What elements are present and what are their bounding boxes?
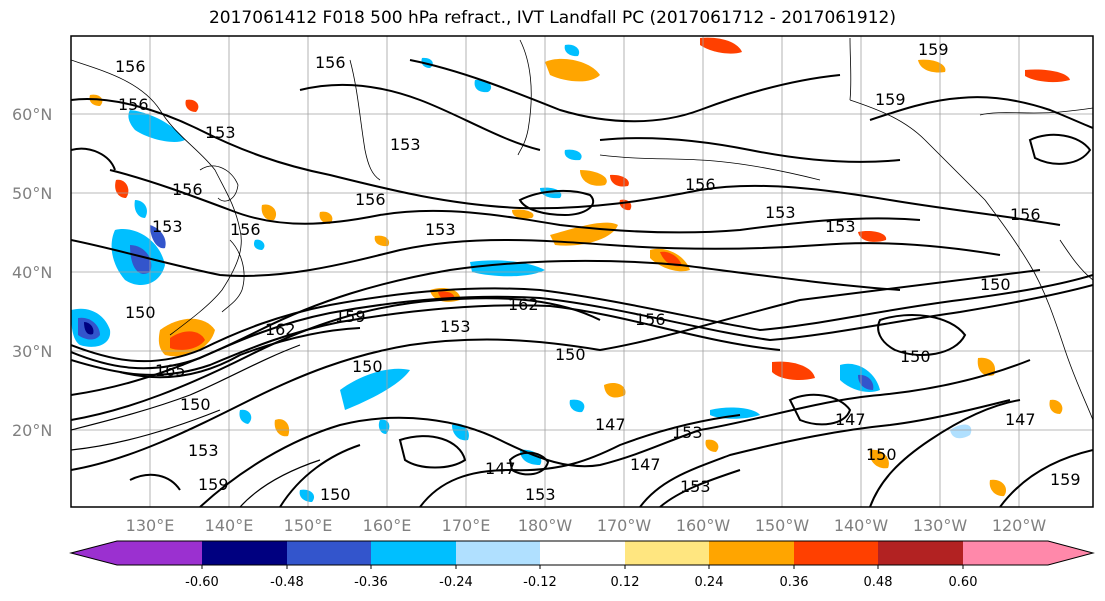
contour-label: 150	[555, 345, 586, 364]
contour-label: 150	[320, 485, 351, 504]
contour-label: 156	[1010, 205, 1041, 224]
contour-label: 162	[265, 320, 296, 339]
map-border	[70, 35, 1094, 508]
colorbar-tick-label: -0.12	[523, 575, 557, 590]
coastlines	[71, 37, 1093, 421]
lat-label: 40°N	[12, 263, 52, 282]
contour-label: 150	[125, 303, 156, 322]
contour-label: 147	[1005, 410, 1036, 429]
lat-label: 50°N	[12, 184, 52, 203]
anomaly-fills	[71, 37, 1070, 502]
contour-label: 156	[230, 220, 261, 239]
contour-label: 147	[630, 455, 661, 474]
contour-label: 150	[900, 347, 931, 366]
colorbar-segment	[456, 541, 540, 565]
contour-label: 156	[685, 175, 716, 194]
lon-label: 120°W	[992, 516, 1047, 535]
contour-label: 153	[205, 123, 236, 142]
colorbar-segment	[540, 541, 625, 565]
contour-label: 150	[980, 275, 1011, 294]
contour-label: 159	[1050, 470, 1081, 489]
contour-label: 156	[355, 190, 386, 209]
longitude-labels: 130°E 140°E 150°E 160°E 170°E 180°W 170°…	[126, 516, 1047, 535]
lon-label: 130°E	[126, 516, 175, 535]
contour-label: 153	[390, 135, 421, 154]
contour-label: 159	[875, 90, 906, 109]
contour-label: 165	[155, 361, 186, 380]
colorbar-segment	[202, 541, 287, 565]
lon-label: 130°W	[913, 516, 968, 535]
colorbar-segment	[287, 541, 371, 565]
refractivity-contours-thin	[71, 344, 321, 507]
contour-label: 156	[635, 310, 666, 329]
contour-label: 159	[335, 307, 366, 326]
map-area	[71, 36, 1093, 507]
contour-label: 147	[835, 410, 866, 429]
colorbar-segment	[963, 541, 1093, 565]
latitude-labels: 60°N 50°N 40°N 30°N 20°N	[12, 105, 52, 440]
lon-label: 150°W	[755, 516, 810, 535]
colorbar-tick-label: -0.48	[270, 575, 304, 590]
colorbar-tick-label: 0.36	[780, 575, 809, 590]
colorbar-tick-label: 0.48	[864, 575, 893, 590]
colorbar-tick-label: -0.60	[185, 575, 219, 590]
lon-label: 180°W	[518, 516, 573, 535]
lat-label: 60°N	[12, 105, 52, 124]
contour-labels: 156 156 156 156 153 159 153 153 156 156 …	[115, 40, 1081, 504]
lat-label: 20°N	[12, 421, 52, 440]
contour-label: 159	[918, 40, 949, 59]
colorbar-outline	[69, 540, 1095, 566]
contour-label: 153	[765, 203, 796, 222]
colorbar-tick-label: 0.60	[949, 575, 978, 590]
colorbar-tick-label: -0.24	[439, 575, 473, 590]
contour-label: 150	[180, 395, 211, 414]
contour-label: 153	[672, 423, 703, 442]
lon-label: 140°E	[205, 516, 254, 535]
lon-label: 140°W	[834, 516, 889, 535]
contour-label: 147	[595, 415, 626, 434]
lon-label: 170°W	[597, 516, 652, 535]
contour-label: 159	[198, 475, 229, 494]
contour-label: 153	[825, 217, 856, 236]
contour-label: 153	[525, 485, 556, 504]
refractivity-contours	[71, 59, 1093, 507]
contour-label: 153	[680, 477, 711, 496]
contour-label: 162	[508, 295, 539, 314]
contour-label: 153	[188, 441, 219, 460]
contour-label: 153	[425, 220, 456, 239]
lon-label: 170°E	[442, 516, 491, 535]
lon-label: 160°W	[676, 516, 731, 535]
colorbar-segment	[71, 541, 202, 565]
colorbar-segment	[625, 541, 709, 565]
lat-label: 30°N	[12, 342, 52, 361]
colorbar-tick-label: -0.36	[354, 575, 388, 590]
contour-label: 153	[440, 317, 471, 336]
colorbar-tick-label: 0.12	[611, 575, 640, 590]
contour-label: 156	[115, 57, 146, 76]
contour-label: 156	[172, 180, 203, 199]
contour-label: 147	[485, 459, 516, 478]
contour-label: 150	[866, 445, 897, 464]
contour-label: 153	[152, 217, 183, 236]
colorbar-tick-label: 0.24	[695, 575, 724, 590]
contour-label: 156	[118, 95, 149, 114]
colorbar-segment	[709, 541, 794, 565]
lon-label: 150°E	[284, 516, 333, 535]
figure-title: 2017061412 F018 500 hPa refract., IVT La…	[208, 8, 896, 28]
colorbar-segment	[878, 541, 963, 565]
colorbar: -0.60 -0.48 -0.36 -0.24 -0.12 0.12 0.24 …	[69, 540, 1095, 590]
colorbar-segment	[371, 541, 456, 565]
colorbar-segment	[794, 541, 878, 565]
lon-label: 160°E	[363, 516, 412, 535]
contour-label: 156	[315, 53, 346, 72]
contour-label: 150	[352, 357, 383, 376]
